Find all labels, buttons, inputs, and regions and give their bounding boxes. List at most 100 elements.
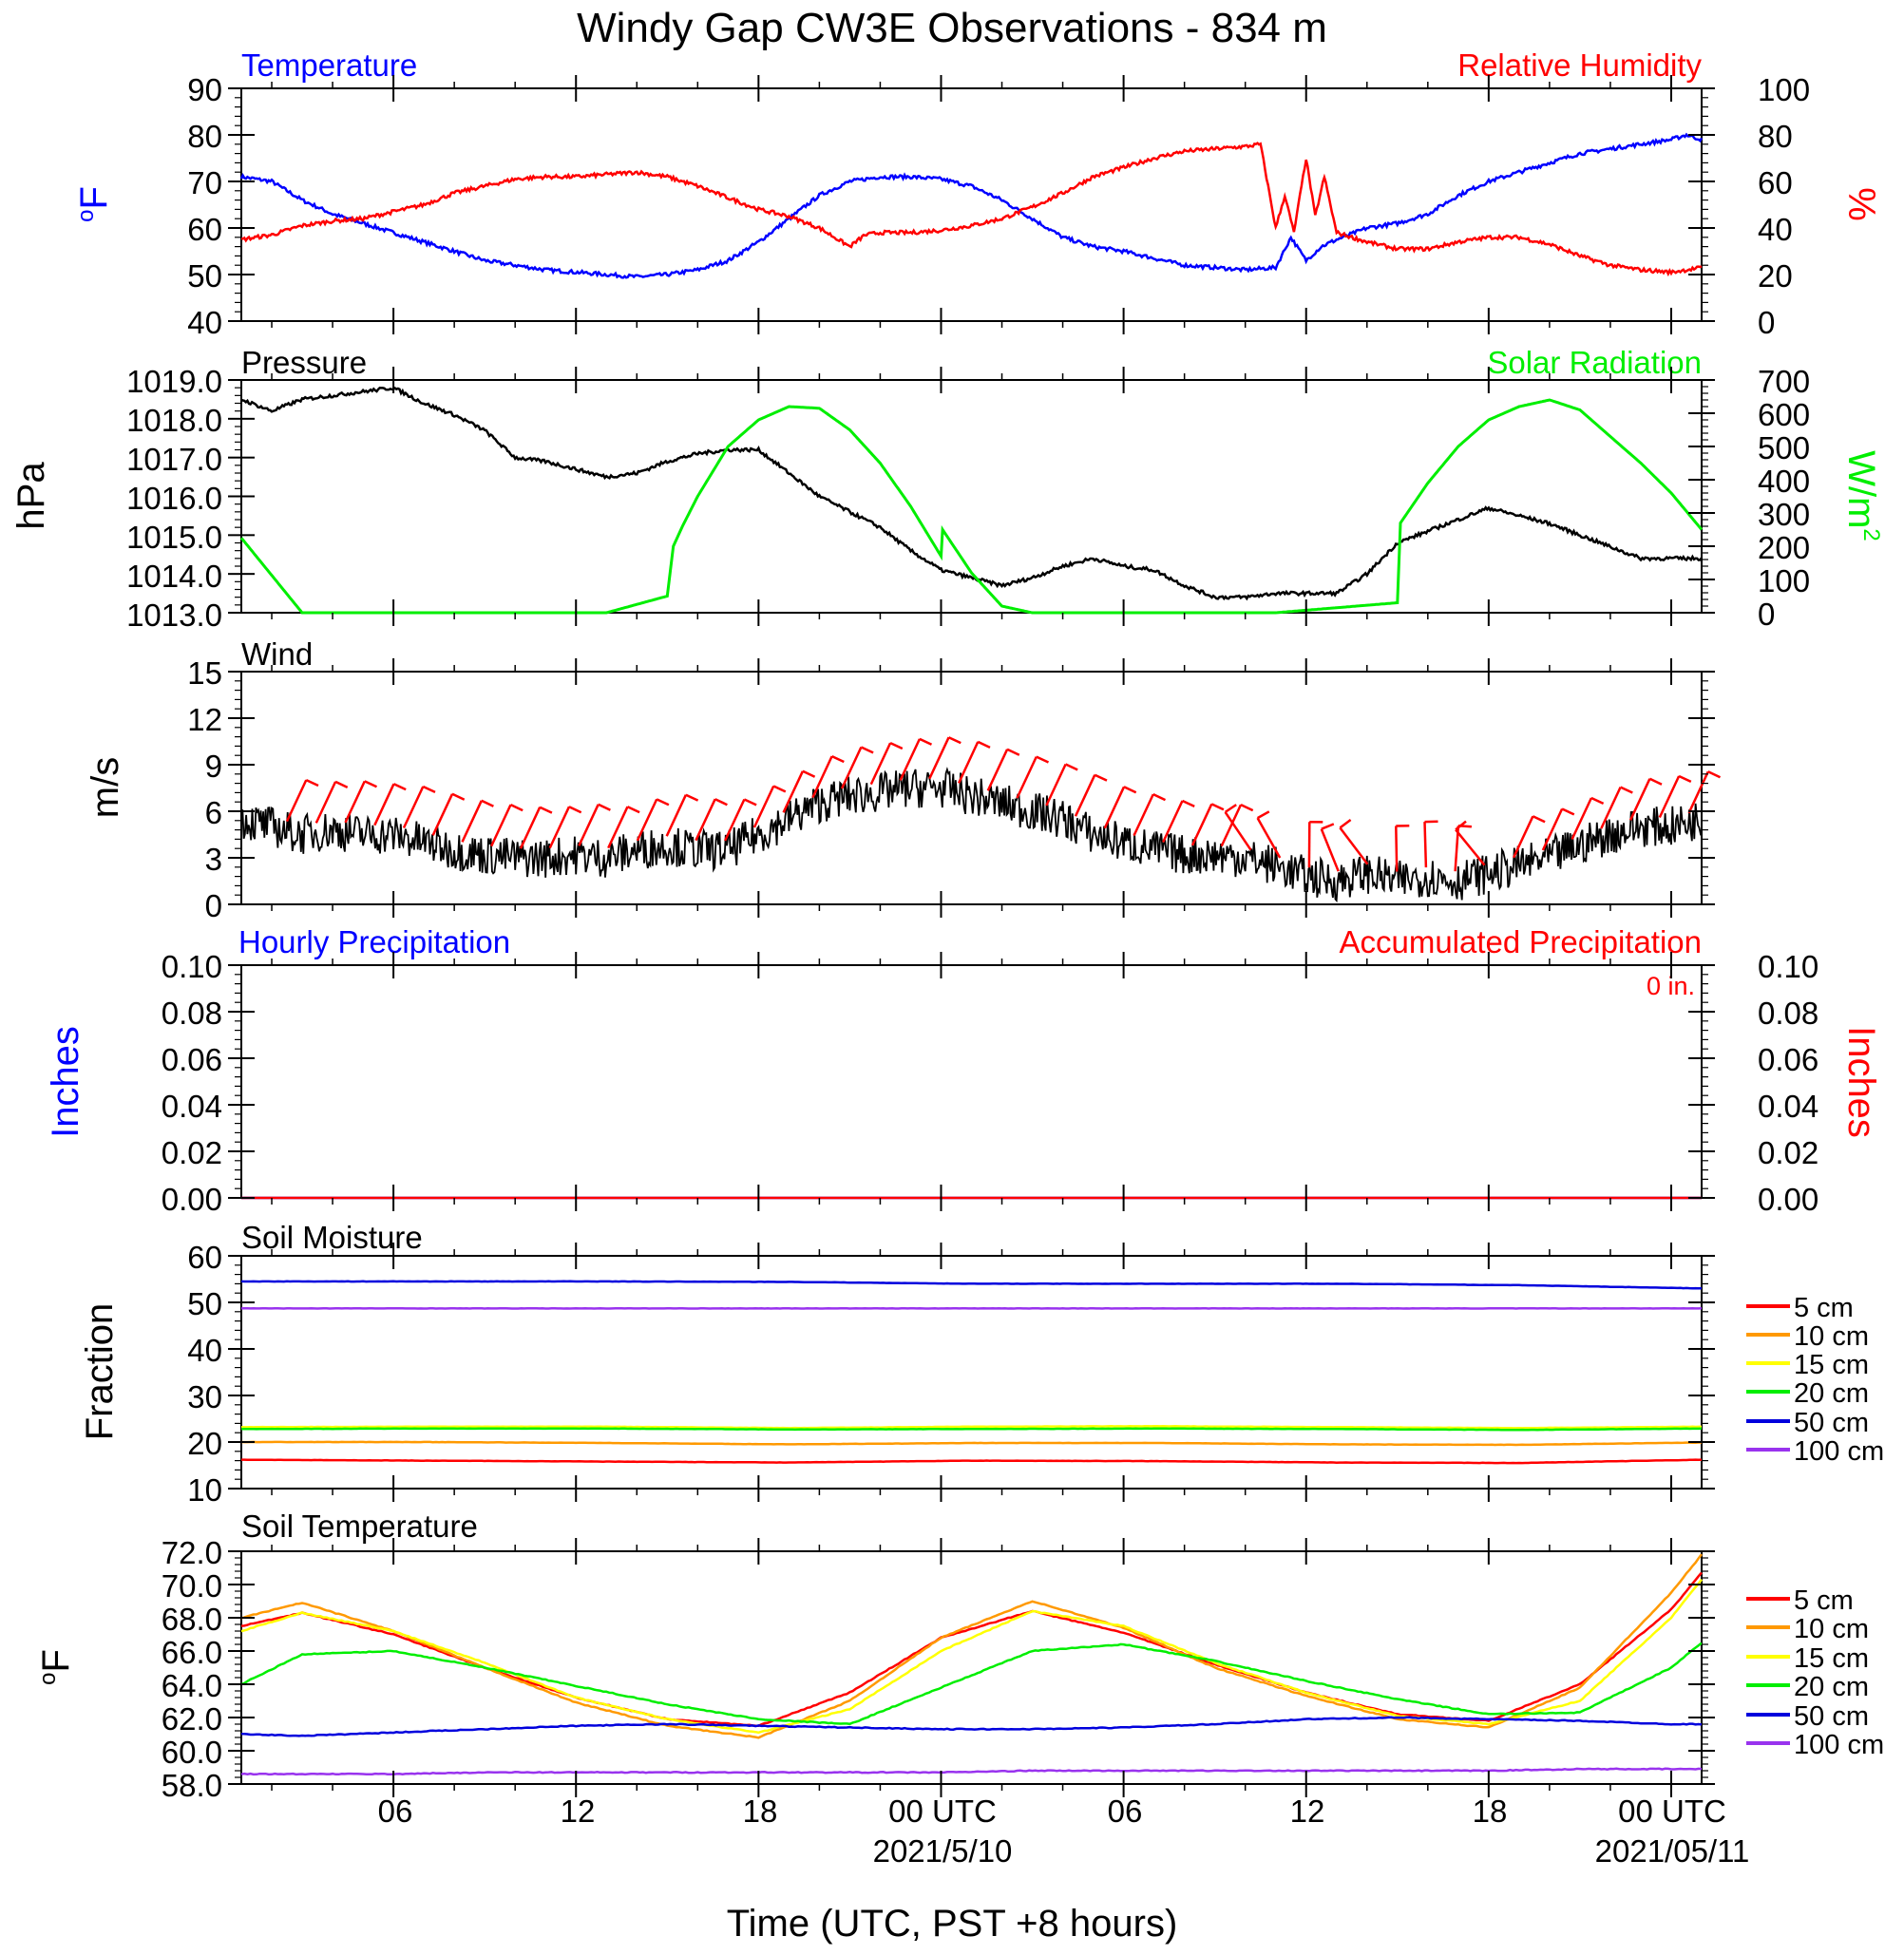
x-tick-label: 00 UTC [888, 1794, 997, 1829]
y2-tick-label: 300 [1758, 497, 1810, 532]
panel-wind: Wind m/s 15 12 9 6 3 0 [85, 636, 1722, 923]
wind-barb [1162, 800, 1184, 844]
legend-label: 10 cm [1794, 1614, 1869, 1644]
wind-barb-flag [1590, 796, 1605, 806]
wind-barb-flag [1532, 815, 1546, 824]
y-tick-label: 80 [187, 119, 222, 154]
wind-barb-flag [1707, 770, 1722, 779]
wind-barb-flag [860, 746, 874, 754]
wind-barb [1133, 793, 1154, 837]
pressure-title: Pressure [241, 345, 367, 380]
wind-barb [899, 738, 922, 781]
wind-y-ticks: 15 12 9 6 3 0 [187, 655, 222, 923]
panel-frame [240, 964, 1703, 1199]
wind-barb-flag [802, 769, 816, 778]
panel-frame [240, 1255, 1703, 1490]
wind-barb-flag [1321, 823, 1335, 830]
x-axis-tick-labels: 06 12 18 00 UTC 06 12 18 00 UTC 2021/5/1… [378, 1794, 1750, 1869]
wind-barb-flag [772, 785, 787, 793]
solar-unit-label: W/m2 [1840, 450, 1884, 541]
soil-moisture-y-ticks: 60 50 40 30 20 10 [187, 1240, 222, 1508]
wind-barb [1541, 807, 1564, 851]
soil-moisture-unit-label: Fraction [79, 1303, 121, 1441]
x-tick-label: 06 [378, 1794, 413, 1829]
y-tick-label: 1013.0 [126, 598, 222, 633]
soil-temp-y-ticks: 72.0 70.0 68.0 66.0 64.0 62.0 60.0 58.0 [162, 1535, 222, 1803]
y-tick-label: 90 [187, 72, 222, 107]
y-tick-label: 0.10 [162, 949, 222, 984]
wind-barb-flag [1648, 777, 1663, 786]
solar-radiation-series-line [239, 398, 1704, 615]
y-tick-label: 1019.0 [126, 364, 222, 399]
y-tick-label: 1016.0 [126, 481, 222, 516]
wind-barb-flag [656, 798, 670, 807]
y-tick-label: 62.0 [162, 1701, 222, 1737]
wind-barb-flag [364, 780, 378, 788]
y-tick-label: 0 [205, 888, 222, 923]
wind-barb [1423, 822, 1428, 868]
wind-barb [314, 781, 337, 824]
y-tick-label: 70 [187, 165, 222, 200]
solar-unit-superscript: 2 [1858, 528, 1884, 541]
soil-moisture-50cm-line [240, 1280, 1703, 1290]
y-tick-label: 12 [187, 702, 222, 737]
wind-barb-flag [889, 741, 904, 750]
panel-soil-temperature: Soil Temperature oF 72.0 70.0 68.0 66.0 … [35, 1509, 1884, 1803]
soil-moisture-legend: 5 cm 10 cm 15 cm 20 cm 50 cm 100 cm [1746, 1293, 1884, 1467]
y-tick-label: 0.06 [162, 1042, 222, 1077]
y2-tick-label: 0.10 [1758, 949, 1818, 984]
y-tick-label: 10 [187, 1472, 222, 1508]
wind-barb [986, 749, 1009, 791]
wind-barb-flag [685, 793, 699, 802]
wind-barb [665, 794, 688, 837]
y2-tick-label: 0.04 [1758, 1089, 1818, 1124]
y2-tick-label: 80 [1758, 119, 1793, 154]
y2-tick-label: 500 [1758, 430, 1810, 465]
legend-label: 20 cm [1794, 1378, 1869, 1409]
wind-barb-flag [539, 806, 553, 814]
wind-barb [869, 742, 892, 786]
wind-barb [1074, 774, 1096, 817]
precip-y-ticks: 0.10 0.08 0.06 0.04 0.02 0.00 [162, 949, 222, 1217]
y2-tick-label: 0.06 [1758, 1042, 1818, 1077]
x-date-label: 2021/5/10 [873, 1833, 1013, 1869]
y-tick-label: 70.0 [162, 1568, 222, 1604]
wind-barb-flag [451, 792, 466, 801]
x-tick-label: 00 UTC [1618, 1794, 1726, 1829]
wind-barb [1687, 770, 1709, 814]
y-tick-label: 60.0 [162, 1735, 222, 1770]
accumulated-precip-unit-label: Inches [1840, 1026, 1882, 1138]
soil-moisture-5cm-line [241, 1458, 1703, 1465]
wind-barb [373, 783, 395, 826]
y-tick-label: 50 [187, 258, 222, 294]
humidity-unit-label: % [1840, 187, 1882, 221]
wind-title: Wind [241, 636, 313, 672]
svg-text:W/m2: W/m2 [1840, 450, 1884, 541]
y-tick-label: 1015.0 [126, 520, 222, 555]
y-tick-label: 30 [187, 1379, 222, 1414]
wind-barb [723, 798, 746, 842]
y-tick-label: 58.0 [162, 1768, 222, 1803]
wind-barb [1220, 804, 1243, 847]
panel-frame [240, 87, 1703, 322]
panel-frame [240, 1550, 1703, 1785]
wind-barb [957, 741, 980, 784]
wind-barb-flag [743, 798, 757, 807]
y2-tick-label: 60 [1758, 165, 1793, 200]
wind-barb-flag [1339, 819, 1352, 829]
y2-tick-label: 700 [1758, 364, 1810, 399]
x-tick-label: 12 [1290, 1794, 1325, 1829]
wind-speed-series-line [240, 767, 1703, 903]
wind-barb [1224, 811, 1252, 851]
y-tick-label: 66.0 [162, 1635, 222, 1670]
wind-barb [490, 804, 512, 847]
wind-barb [1045, 763, 1067, 807]
pressure-y-ticks: 1019.0 1018.0 1017.0 1016.0 1015.0 1014.… [126, 364, 222, 633]
hourly-precipitation-title: Hourly Precipitation [238, 924, 510, 959]
wind-barb-flag [1678, 774, 1692, 784]
wind-barbs [285, 736, 1722, 872]
legend-label: 100 cm [1794, 1730, 1884, 1760]
wind-barb [752, 785, 775, 828]
pressure-series-line [240, 386, 1703, 601]
y2-tick-label: 0.02 [1758, 1135, 1818, 1170]
